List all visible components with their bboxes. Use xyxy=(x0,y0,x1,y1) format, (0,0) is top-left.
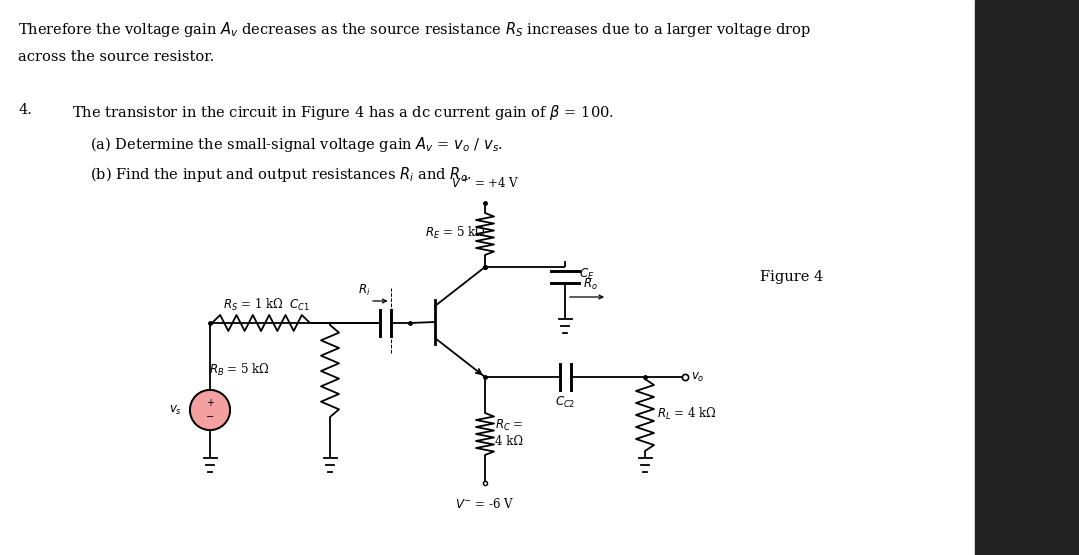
Text: −: − xyxy=(206,412,214,422)
Text: $v_o$: $v_o$ xyxy=(691,370,705,384)
Text: $R_E$ = 5 kΩ: $R_E$ = 5 kΩ xyxy=(425,225,486,241)
Text: Figure 4: Figure 4 xyxy=(760,270,823,284)
Text: 4.: 4. xyxy=(18,103,32,117)
Text: $C_{C2}$: $C_{C2}$ xyxy=(555,395,575,410)
Text: $R_o$: $R_o$ xyxy=(583,277,598,292)
Text: $V^{-}$ = -6 V: $V^{-}$ = -6 V xyxy=(455,497,515,511)
Text: +: + xyxy=(206,398,214,408)
Text: $R_B$ = 5 kΩ: $R_B$ = 5 kΩ xyxy=(209,362,270,378)
Text: $V^+$ = +4 V: $V^+$ = +4 V xyxy=(451,176,519,192)
Text: $R_S$ = 1 kΩ  $C_{C1}$: $R_S$ = 1 kΩ $C_{C1}$ xyxy=(223,297,310,313)
Text: across the source resistor.: across the source resistor. xyxy=(18,50,215,64)
Text: $v_s$: $v_s$ xyxy=(169,403,182,417)
Text: The transistor in the circuit in Figure 4 has a dc current gain of $\beta$ = 100: The transistor in the circuit in Figure … xyxy=(72,103,614,122)
Text: Therefore the voltage gain $A_v$ decreases as the source resistance $R_S$ increa: Therefore the voltage gain $A_v$ decreas… xyxy=(18,20,811,39)
Text: $R_i$: $R_i$ xyxy=(357,283,370,298)
Text: $C_E$: $C_E$ xyxy=(579,266,595,281)
Bar xyxy=(975,0,1079,555)
Text: $R_L$ = 4 kΩ: $R_L$ = 4 kΩ xyxy=(657,406,716,422)
Circle shape xyxy=(190,390,230,430)
Text: $R_C$ =
4 kΩ: $R_C$ = 4 kΩ xyxy=(495,418,523,448)
Text: (a) Determine the small-signal voltage gain $A_v$ = $v_o$ / $v_s$.: (a) Determine the small-signal voltage g… xyxy=(90,135,503,154)
Text: (b) Find the input and output resistances $R_i$ and $R_o$.: (b) Find the input and output resistance… xyxy=(90,165,472,184)
